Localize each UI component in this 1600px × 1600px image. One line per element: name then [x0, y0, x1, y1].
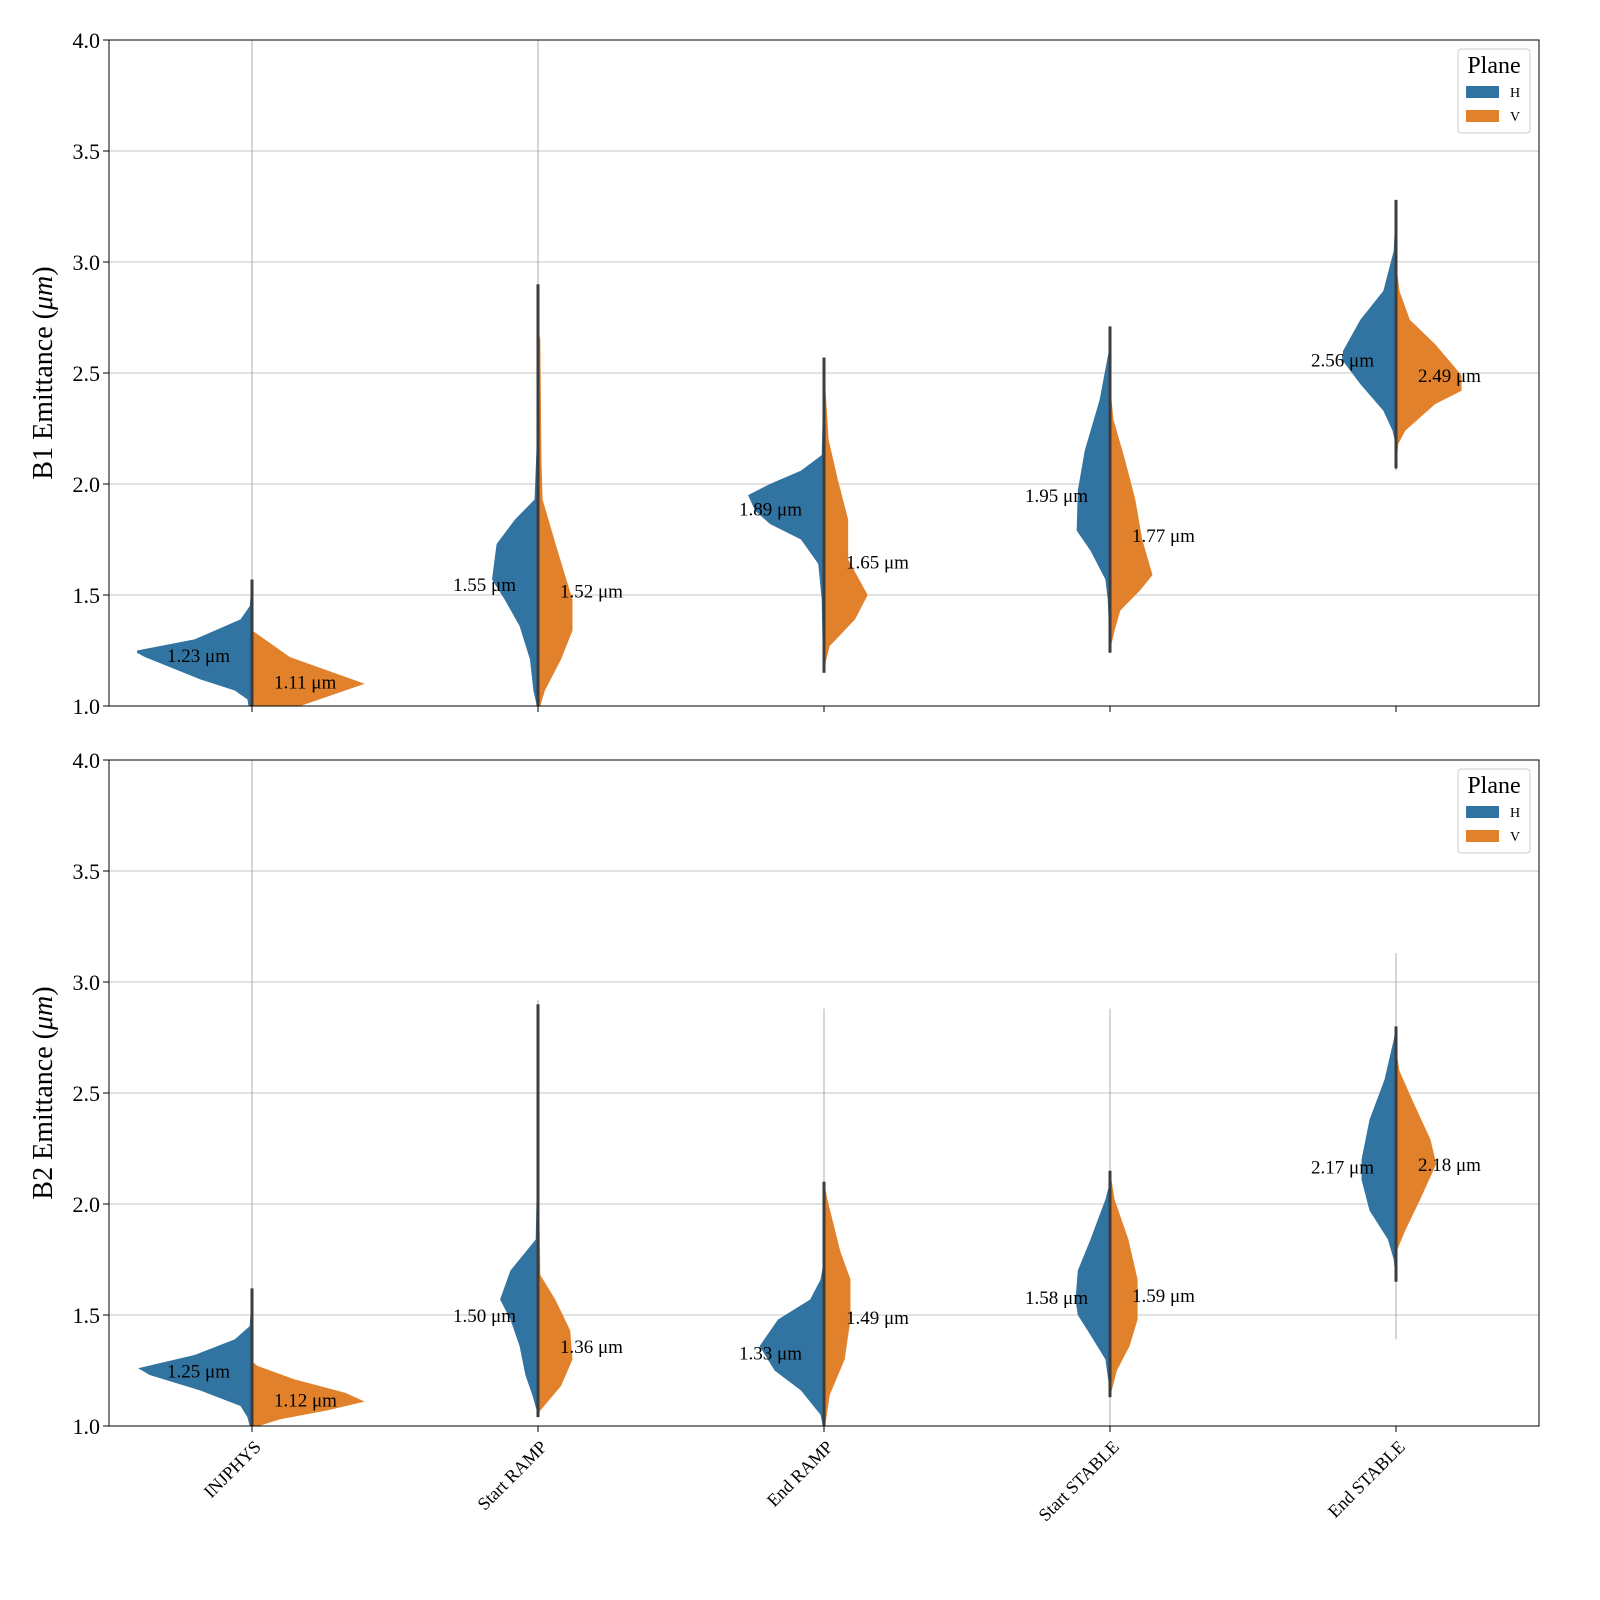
y-tick-label: 3.5	[73, 859, 101, 884]
y-axis-label-close: )	[28, 266, 59, 275]
panel-2: 1.0 1.5 2.0 2.5 3.0 3.5 4.0 1.25 μm 1.12 μm INJPH…	[28, 748, 1540, 1525]
violin-h-end-ramp	[748, 357, 824, 671]
y-axis-label: B2 Emittance (μm)	[28, 986, 59, 1199]
legend-swatch-h	[1466, 86, 1499, 98]
annotation-v: 2.49 μm	[1418, 366, 1481, 387]
y-axis-label-text: B2 Emittance (	[28, 1030, 59, 1200]
y-tick-label: 1.5	[73, 583, 101, 608]
x-tick-label: End STABLE	[1324, 1437, 1409, 1522]
legend-label-h: H	[1510, 806, 1520, 821]
annotation-v: 1.59 μm	[1132, 1286, 1195, 1307]
annotation-h: 2.56 μm	[1311, 351, 1374, 372]
y-axis-label-close: )	[28, 986, 59, 995]
annotation-h: 1.95 μm	[1025, 486, 1088, 507]
y-axis-label-text: B1 Emittance (	[28, 310, 59, 480]
y-tick-label: 1.0	[73, 1414, 101, 1439]
violin-h-start-ramp	[500, 1004, 538, 1415]
x-tick-label: Start STABLE	[1034, 1437, 1122, 1525]
violin-h-injphys	[138, 1288, 252, 1426]
legend-label-h: H	[1510, 86, 1520, 101]
annotation-h: 1.50 μm	[453, 1306, 516, 1327]
violin-v-start-stable	[1110, 384, 1153, 651]
x-tick-label: INJPHYS	[200, 1437, 265, 1502]
y-tick-label: 3.5	[73, 139, 101, 164]
violin-v-end-ramp	[824, 1181, 851, 1426]
y-tick-label: 2.0	[73, 472, 101, 497]
y-tick-label: 4.0	[73, 28, 101, 53]
annotation-v: 1.65 μm	[846, 553, 909, 574]
y-tick-label: 3.0	[73, 250, 101, 275]
y-tick-label: 4.0	[73, 748, 101, 773]
violin-v-injphys	[252, 630, 365, 706]
violin-v-end-stable	[1396, 1048, 1437, 1253]
annotation-h: 2.17 μm	[1311, 1157, 1374, 1178]
y-tick-label: 2.5	[73, 361, 101, 386]
violin-v-start-ramp	[538, 1126, 573, 1418]
y-axis-label-unit: μm	[28, 276, 59, 311]
annotation-v: 2.18 μm	[1418, 1155, 1481, 1176]
x-tick-label: End RAMP	[763, 1437, 837, 1511]
legend-title: Plane	[1467, 53, 1520, 79]
annotation-h: 1.89 μm	[739, 499, 802, 520]
y-tick-label: 1.5	[73, 1303, 101, 1328]
legend-swatch-v	[1466, 110, 1499, 122]
annotation-v: 1.52 μm	[560, 582, 623, 603]
legend: Plane HV	[1457, 48, 1531, 134]
violin-v-end-ramp	[824, 373, 868, 673]
y-tick-label: 1.0	[73, 694, 101, 719]
annotation-h: 1.58 μm	[1025, 1288, 1088, 1309]
annotation-v: 1.12 μm	[274, 1390, 337, 1411]
violin-h-injphys	[137, 579, 252, 706]
annotation-h: 1.25 μm	[167, 1362, 230, 1383]
violin-v-start-ramp	[538, 328, 573, 706]
annotation-h: 1.33 μm	[739, 1344, 802, 1365]
annotation-h: 1.55 μm	[453, 575, 516, 596]
y-axis-label: B1 Emittance (μm)	[28, 266, 59, 479]
y-axis-label-unit: μm	[28, 996, 59, 1031]
axes-frame	[108, 39, 1540, 707]
violin-h-start-stable	[1076, 326, 1110, 653]
legend: Plane HV	[1457, 768, 1531, 854]
violin-v-injphys	[252, 1361, 365, 1426]
violin-v-end-stable	[1396, 262, 1462, 469]
y-tick-label: 2.0	[73, 1192, 101, 1217]
violin-h-end-stable	[1341, 199, 1396, 447]
violin-v-start-stable	[1110, 1170, 1138, 1398]
annotation-v: 1.49 μm	[846, 1308, 909, 1329]
violin-h-start-ramp	[492, 284, 538, 706]
legend-swatch-v	[1466, 830, 1499, 842]
violin-h-end-stable	[1361, 1026, 1396, 1282]
annotation-v: 1.77 μm	[1132, 526, 1195, 547]
legend-label-v: V	[1510, 110, 1520, 125]
annotation-v: 1.36 μm	[560, 1337, 623, 1358]
legend-title: Plane	[1467, 773, 1520, 799]
annotation-h: 1.23 μm	[167, 646, 230, 667]
axes-frame	[108, 759, 1540, 1427]
legend-swatch-h	[1466, 806, 1499, 818]
annotation-v: 1.11 μm	[274, 673, 336, 694]
y-tick-label: 2.5	[73, 1081, 101, 1106]
violin-h-end-ramp	[759, 1259, 824, 1426]
legend-label-v: V	[1510, 830, 1520, 845]
violin-h-start-stable	[1075, 1181, 1110, 1393]
panel-1: 1.0 1.5 2.0 2.5 3.0 3.5 4.0 1.23 μm 1.11 μm 1.55 …	[28, 28, 1540, 719]
x-tick-label: Start RAMP	[473, 1437, 550, 1514]
y-tick-label: 3.0	[73, 970, 101, 995]
